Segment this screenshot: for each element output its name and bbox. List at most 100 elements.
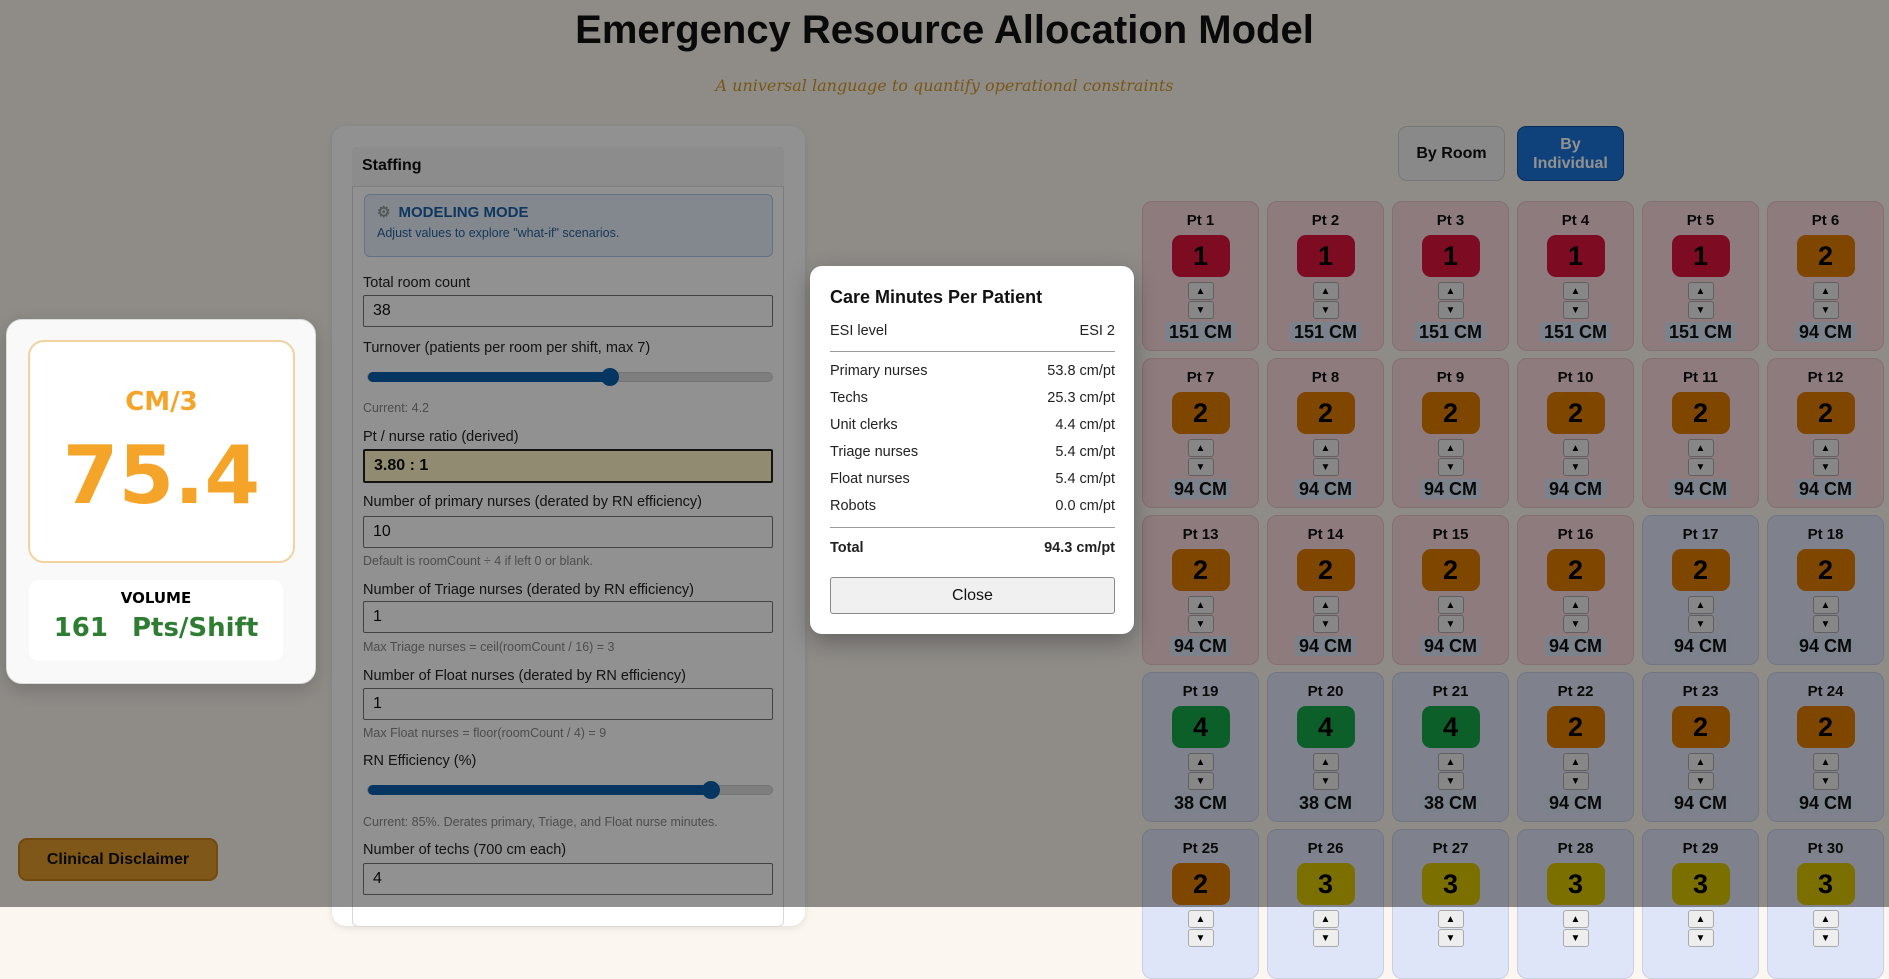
- esi-up-arrow-icon[interactable]: ▲: [1437, 282, 1464, 300]
- esi-down-arrow-icon[interactable]: ▼: [1437, 615, 1464, 633]
- esi-down-arrow-icon[interactable]: ▼: [1812, 458, 1839, 476]
- patient-tile[interactable]: Pt 4 1 ▲ ▼ 151 CM: [1517, 201, 1634, 351]
- patient-tile[interactable]: Pt 24 2 ▲ ▼ 94 CM: [1767, 672, 1884, 822]
- patient-tile[interactable]: Pt 13 2 ▲ ▼ 94 CM: [1142, 515, 1259, 665]
- esi-down-arrow-icon[interactable]: ▼: [1437, 458, 1464, 476]
- esi-up-arrow-icon[interactable]: ▲: [1187, 910, 1214, 928]
- techs-input[interactable]: 4: [363, 863, 773, 895]
- esi-up-arrow-icon[interactable]: ▲: [1312, 596, 1339, 614]
- esi-down-arrow-icon[interactable]: ▼: [1562, 301, 1589, 319]
- patient-tile[interactable]: Pt 9 2 ▲ ▼ 94 CM: [1392, 358, 1509, 508]
- esi-badge[interactable]: 2: [1171, 863, 1230, 905]
- esi-down-arrow-icon[interactable]: ▼: [1187, 929, 1214, 947]
- esi-up-arrow-icon[interactable]: ▲: [1562, 596, 1589, 614]
- esi-down-arrow-icon[interactable]: ▼: [1187, 772, 1214, 790]
- esi-badge[interactable]: 4: [1296, 706, 1355, 748]
- patient-tile[interactable]: Pt 18 2 ▲ ▼ 94 CM: [1767, 515, 1884, 665]
- esi-badge[interactable]: 2: [1421, 392, 1480, 434]
- esi-down-arrow-icon[interactable]: ▼: [1187, 458, 1214, 476]
- esi-down-arrow-icon[interactable]: ▼: [1437, 929, 1464, 947]
- esi-up-arrow-icon[interactable]: ▲: [1687, 910, 1714, 928]
- esi-up-arrow-icon[interactable]: ▲: [1437, 753, 1464, 771]
- primary-nurses-input[interactable]: 10: [363, 516, 773, 548]
- esi-badge[interactable]: 3: [1546, 863, 1605, 905]
- patient-tile[interactable]: Pt 8 2 ▲ ▼ 94 CM: [1267, 358, 1384, 508]
- patient-tile[interactable]: Pt 7 2 ▲ ▼ 94 CM: [1142, 358, 1259, 508]
- patient-tile[interactable]: Pt 19 4 ▲ ▼ 38 CM: [1142, 672, 1259, 822]
- patient-tile[interactable]: Pt 10 2 ▲ ▼ 94 CM: [1517, 358, 1634, 508]
- esi-down-arrow-icon[interactable]: ▼: [1812, 615, 1839, 633]
- esi-badge[interactable]: 2: [1296, 549, 1355, 591]
- patient-tile[interactable]: Pt 3 1 ▲ ▼ 151 CM: [1392, 201, 1509, 351]
- esi-down-arrow-icon[interactable]: ▼: [1687, 615, 1714, 633]
- patient-tile[interactable]: Pt 6 2 ▲ ▼ 94 CM: [1767, 201, 1884, 351]
- esi-badge[interactable]: 2: [1796, 549, 1855, 591]
- esi-badge[interactable]: 4: [1421, 706, 1480, 748]
- esi-badge[interactable]: 4: [1171, 706, 1230, 748]
- esi-up-arrow-icon[interactable]: ▲: [1562, 753, 1589, 771]
- patient-tile[interactable]: Pt 23 2 ▲ ▼ 94 CM: [1642, 672, 1759, 822]
- esi-up-arrow-icon[interactable]: ▲: [1812, 910, 1839, 928]
- esi-up-arrow-icon[interactable]: ▲: [1312, 439, 1339, 457]
- patient-tile[interactable]: Pt 12 2 ▲ ▼ 94 CM: [1767, 358, 1884, 508]
- esi-down-arrow-icon[interactable]: ▼: [1312, 301, 1339, 319]
- clinical-disclaimer-button[interactable]: Clinical Disclaimer: [18, 838, 218, 881]
- patient-tile[interactable]: Pt 14 2 ▲ ▼ 94 CM: [1267, 515, 1384, 665]
- esi-badge[interactable]: 2: [1671, 549, 1730, 591]
- patient-tile[interactable]: Pt 1 1 ▲ ▼ 151 CM: [1142, 201, 1259, 351]
- esi-up-arrow-icon[interactable]: ▲: [1187, 282, 1214, 300]
- esi-up-arrow-icon[interactable]: ▲: [1687, 753, 1714, 771]
- esi-down-arrow-icon[interactable]: ▼: [1312, 458, 1339, 476]
- esi-down-arrow-icon[interactable]: ▼: [1812, 772, 1839, 790]
- esi-badge[interactable]: 3: [1671, 863, 1730, 905]
- patient-tile[interactable]: Pt 2 1 ▲ ▼ 151 CM: [1267, 201, 1384, 351]
- esi-up-arrow-icon[interactable]: ▲: [1687, 596, 1714, 614]
- esi-down-arrow-icon[interactable]: ▼: [1187, 615, 1214, 633]
- esi-down-arrow-icon[interactable]: ▼: [1687, 458, 1714, 476]
- patient-tile[interactable]: Pt 5 1 ▲ ▼ 151 CM: [1642, 201, 1759, 351]
- esi-badge[interactable]: 2: [1546, 392, 1605, 434]
- esi-badge[interactable]: 1: [1421, 235, 1480, 277]
- esi-up-arrow-icon[interactable]: ▲: [1562, 910, 1589, 928]
- esi-down-arrow-icon[interactable]: ▼: [1437, 301, 1464, 319]
- patient-tile[interactable]: Pt 20 4 ▲ ▼ 38 CM: [1267, 672, 1384, 822]
- esi-badge[interactable]: 1: [1546, 235, 1605, 277]
- esi-badge[interactable]: 2: [1671, 706, 1730, 748]
- esi-up-arrow-icon[interactable]: ▲: [1437, 910, 1464, 928]
- esi-down-arrow-icon[interactable]: ▼: [1562, 929, 1589, 947]
- esi-badge[interactable]: 2: [1796, 706, 1855, 748]
- esi-badge[interactable]: 1: [1296, 235, 1355, 277]
- esi-down-arrow-icon[interactable]: ▼: [1187, 301, 1214, 319]
- esi-down-arrow-icon[interactable]: ▼: [1812, 929, 1839, 947]
- esi-badge[interactable]: 1: [1671, 235, 1730, 277]
- esi-badge[interactable]: 2: [1796, 392, 1855, 434]
- esi-down-arrow-icon[interactable]: ▼: [1312, 772, 1339, 790]
- rn-efficiency-slider-thumb[interactable]: [702, 781, 721, 799]
- esi-up-arrow-icon[interactable]: ▲: [1312, 910, 1339, 928]
- esi-up-arrow-icon[interactable]: ▲: [1812, 282, 1839, 300]
- patient-tile[interactable]: Pt 15 2 ▲ ▼ 94 CM: [1392, 515, 1509, 665]
- esi-down-arrow-icon[interactable]: ▼: [1562, 772, 1589, 790]
- esi-badge[interactable]: 3: [1796, 863, 1855, 905]
- patient-tile[interactable]: Pt 16 2 ▲ ▼ 94 CM: [1517, 515, 1634, 665]
- esi-up-arrow-icon[interactable]: ▲: [1312, 282, 1339, 300]
- float-nurses-input[interactable]: 1: [363, 688, 773, 720]
- esi-up-arrow-icon[interactable]: ▲: [1187, 439, 1214, 457]
- esi-up-arrow-icon[interactable]: ▲: [1312, 753, 1339, 771]
- esi-badge[interactable]: 2: [1546, 549, 1605, 591]
- esi-up-arrow-icon[interactable]: ▲: [1812, 439, 1839, 457]
- patient-tile[interactable]: Pt 22 2 ▲ ▼ 94 CM: [1517, 672, 1634, 822]
- esi-up-arrow-icon[interactable]: ▲: [1562, 282, 1589, 300]
- turnover-slider[interactable]: [367, 368, 773, 386]
- esi-down-arrow-icon[interactable]: ▼: [1687, 301, 1714, 319]
- esi-badge[interactable]: 2: [1171, 392, 1230, 434]
- esi-down-arrow-icon[interactable]: ▼: [1687, 929, 1714, 947]
- close-button[interactable]: Close: [830, 577, 1115, 614]
- esi-up-arrow-icon[interactable]: ▲: [1562, 439, 1589, 457]
- esi-badge[interactable]: 3: [1421, 863, 1480, 905]
- triage-nurses-input[interactable]: 1: [363, 601, 773, 633]
- esi-up-arrow-icon[interactable]: ▲: [1687, 282, 1714, 300]
- esi-up-arrow-icon[interactable]: ▲: [1187, 596, 1214, 614]
- esi-down-arrow-icon[interactable]: ▼: [1687, 772, 1714, 790]
- esi-up-arrow-icon[interactable]: ▲: [1437, 439, 1464, 457]
